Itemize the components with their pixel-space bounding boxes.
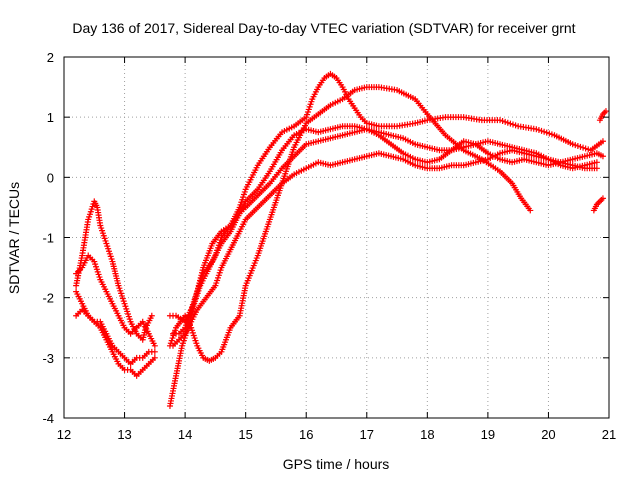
series-day-8 [170, 126, 600, 337]
x-tick-label: 15 [238, 427, 252, 442]
chart-title: Day 136 of 2017, Sidereal Day-to-day VTE… [72, 20, 575, 36]
data-point [593, 159, 600, 166]
data-point [527, 207, 534, 214]
y-tick-label: 2 [47, 50, 54, 65]
y-axis-label: SDTVAR / TECUs [6, 182, 22, 294]
x-axis-label: GPS time / hours [283, 456, 390, 472]
y-tick-label: 1 [47, 110, 54, 125]
y-tick-label: -2 [42, 291, 54, 306]
series-trace [172, 149, 598, 347]
data-series [73, 70, 609, 409]
data-point [151, 348, 158, 355]
series-day-3 [73, 306, 158, 379]
x-tick-label: 17 [360, 427, 374, 442]
series-day-2 [73, 252, 158, 349]
data-point [599, 195, 606, 202]
y-tick-label: -1 [42, 231, 54, 246]
data-point [599, 138, 606, 145]
grid [64, 57, 609, 418]
x-tick-label: 21 [602, 427, 616, 442]
data-point [151, 354, 158, 361]
x-tick-label: 12 [57, 427, 71, 442]
series-day-10 [590, 195, 606, 214]
x-tick-label: 13 [117, 427, 131, 442]
y-tick-label: -3 [42, 351, 54, 366]
data-point [593, 165, 600, 172]
data-point [599, 153, 606, 160]
data-point [148, 312, 155, 319]
y-tick-label: 0 [47, 170, 54, 185]
series-day-9 [170, 147, 600, 349]
series-day-4 [73, 288, 158, 367]
data-point [151, 342, 158, 349]
x-tick-label: 14 [178, 427, 192, 442]
x-tick-label: 16 [299, 427, 313, 442]
x-tick-label: 18 [420, 427, 434, 442]
x-tick-label: 20 [541, 427, 555, 442]
series-day-11 [596, 108, 609, 124]
data-point [602, 108, 609, 115]
x-tick-label: 19 [481, 427, 495, 442]
y-tick-label: -4 [42, 411, 54, 426]
